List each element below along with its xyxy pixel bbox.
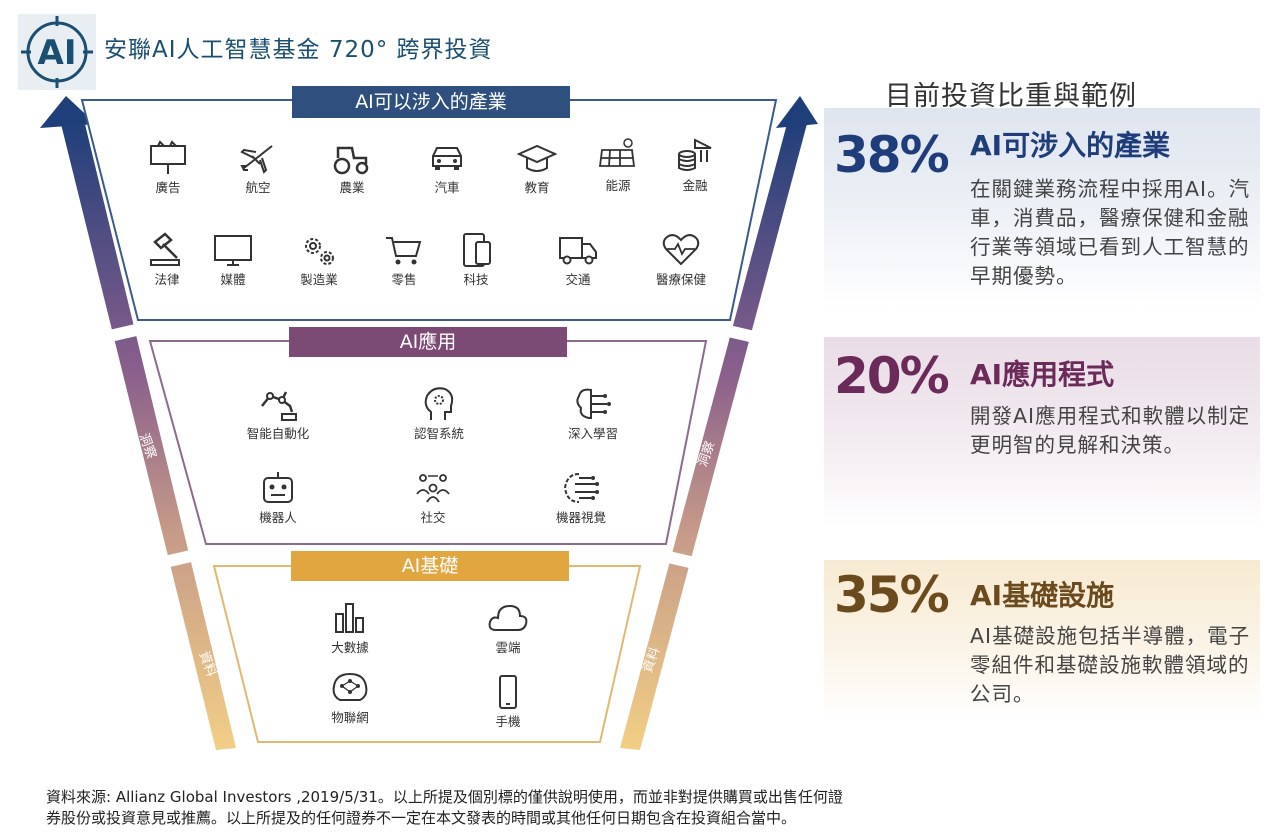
industry-technology: 科技 [431,232,521,288]
robot-face-icon [263,472,293,503]
item-label: 智能自動化 [246,426,310,441]
car-icon [432,147,462,170]
allocation-title-text: AI應用程式 [970,358,1115,391]
vision-circuit-icon [563,473,599,503]
allocation-title-text: AI基礎設施 [970,579,1115,612]
cloud-icon [488,604,528,631]
airplane-icon [240,145,273,174]
item-label: 機器視覺 [555,510,606,525]
item-label: 汽車 [434,180,460,195]
app-social: 社交 [388,470,478,526]
item-label: 機器人 [259,510,297,525]
industry-automotive: 汽車 [402,140,492,196]
bar-chart-icon [335,603,364,633]
item-label: 醫療保健 [655,272,706,287]
head-gear-icon [424,387,454,420]
foundation-iot: 物聯網 [305,670,395,726]
item-label: 零售 [391,272,417,287]
allocation-description: AI基礎設施包括半導體，電子零組件和基礎設施軟體領域的公司。 [970,624,1251,706]
robot-arm-icon [261,391,297,421]
industry-healthcare: 醫療保健 [636,232,726,288]
item-label: 科技 [463,272,489,287]
people-network-icon [416,474,450,503]
graduation-cap-icon [517,144,557,172]
app-robot: 機器人 [233,470,323,526]
brain-circuit-icon [576,388,611,419]
industry-media: 媒體 [188,232,278,288]
gears-icon [305,238,334,265]
ai-logo: AI [18,14,96,90]
item-label: 農業 [339,180,365,195]
section-title-industries: AI可以涉入的產業 [292,86,570,118]
heart-pulse-icon [662,234,700,266]
item-label: 認智系統 [413,426,464,441]
item-label: 大數據 [331,640,369,655]
industry-agriculture: 農業 [307,140,397,196]
industry-law: 法律 [122,232,212,288]
devices-icon [463,233,491,267]
allocation-percent: 35% [834,566,950,624]
app-cognitive-system: 認智系統 [394,386,484,442]
source-disclaimer: 資料來源: Allianz Global Investors ,2019/5/3… [46,787,1026,829]
app-machine-vision: 機器視覺 [536,470,626,526]
item-label: 能源 [605,178,631,193]
shopping-cart-icon [386,237,422,265]
billboard-icon [150,140,186,174]
item-label: 教育 [524,180,550,195]
item-label: 交通 [565,272,591,287]
item-label: 深入學習 [567,426,618,441]
industry-aviation: 航空 [213,140,303,196]
phone-icon [499,675,517,709]
left-arrow [40,96,236,750]
item-label: 航空 [245,180,271,195]
item-label: 媒體 [220,272,246,287]
section-title-applications: AI應用 [289,327,567,357]
gavel-icon [150,232,180,266]
allocation-panel-applications: 20% AI應用程式 開發AI應用程式和軟體以制定更明智的見解和決策。 [824,337,1260,527]
brain-network-icon [332,672,368,701]
allocation-percent: 38% [834,126,950,184]
logo-text: AI [38,33,77,73]
right-arrow [620,96,818,750]
allocation-percent: 20% [834,347,950,405]
funnel-section-foundation [212,565,642,743]
allocation-description: 開發AI應用程式和軟體以制定更明智的見解和決策。 [970,404,1251,457]
section-title-foundation: AI基礎 [291,551,569,581]
industry-transport: 交通 [533,232,623,288]
foundation-mobile: 手機 [463,674,553,730]
item-label: 廣告 [155,180,181,195]
foundation-cloud: 雲端 [463,600,553,656]
page-title: 安聯AI人工智慧基金 720° 跨界投資 [104,37,493,63]
disclaimer-line-1: 資料來源: Allianz Global Investors ,2019/5/3… [46,788,843,806]
truck-icon [559,237,597,265]
disclaimer-line-2: 券股份或投資意見或推薦。以上所提及的任何證券不一定在本文發表的時間或其他任何日期… [46,809,797,827]
allocation-title: 目前投資比重與範例 [885,81,1137,112]
allocation-description: 在關鍵業務流程中採用AI。汽車，消費品，醫療保健和金融行業等領域已看到人工智慧的… [970,177,1251,288]
industry-education: 教育 [492,140,582,196]
allocation-title-text: AI可涉入的產業 [970,129,1171,162]
item-label: 金融 [682,178,708,193]
item-label: 製造業 [300,272,338,287]
industry-energy: 能源 [573,134,663,194]
app-intelligent-automation: 智能自動化 [233,386,323,442]
item-label: 社交 [420,510,446,525]
industry-manufacturing: 製造業 [274,232,364,288]
tractor-icon [333,146,369,175]
industry-advertising: 廣告 [123,140,213,196]
allocation-panel-foundation: 35% AI基礎設施 AI基礎設施包括半導體，電子零組件和基礎設施軟體領域的公司… [824,560,1260,720]
solar-panel-icon [598,138,636,167]
item-label: 法律 [154,272,180,287]
allocation-panel-industries: 38% AI可涉入的產業 在關鍵業務流程中採用AI。汽車，消費品，醫療保健和金融… [824,108,1260,308]
item-label: 手機 [495,714,521,729]
industry-retail: 零售 [359,232,449,288]
bank-coins-icon [678,138,712,171]
foundation-big-data: 大數據 [305,600,395,656]
industry-finance: 金融 [650,138,740,194]
item-label: 物聯網 [331,710,369,725]
monitor-icon [214,235,252,266]
item-label: 雲端 [495,640,521,655]
app-deep-learning: 深入學習 [548,386,638,442]
